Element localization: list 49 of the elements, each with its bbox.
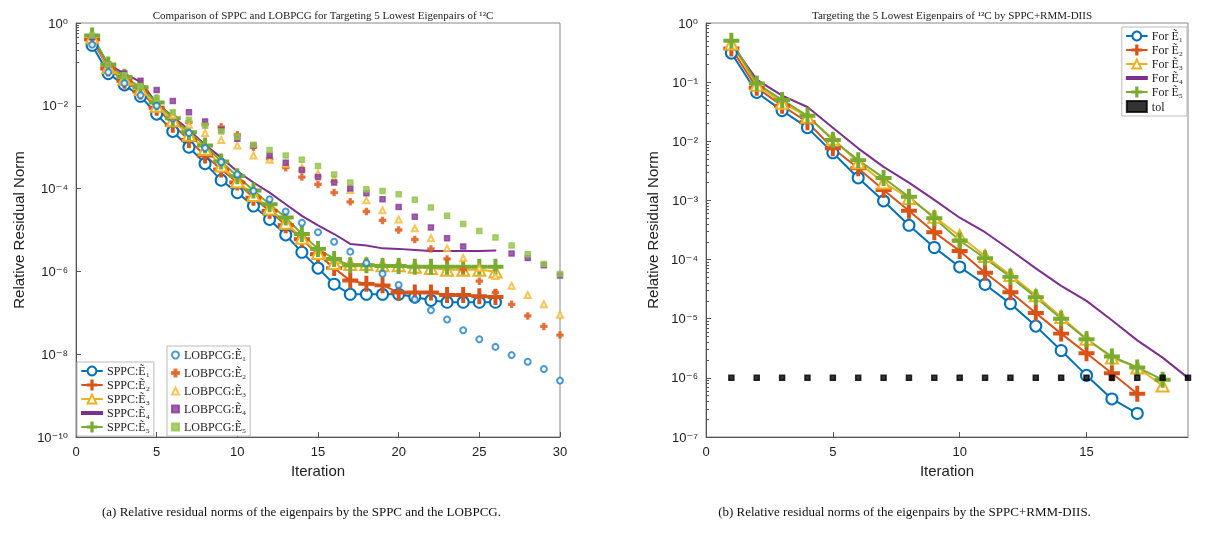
y-tick-label: 10⁻² <box>42 98 69 114</box>
y-axis-title: Relative Residual Norm <box>10 151 28 309</box>
x-tick-label: 0 <box>702 444 710 459</box>
legend-label: For Ẽ₁ <box>1151 29 1183 43</box>
x-tick-label: 10 <box>952 444 967 459</box>
x-tick-label: 25 <box>472 444 487 459</box>
y-tick-label: 10⁻¹⁰ <box>37 429 68 445</box>
x-tick-label: 15 <box>310 444 326 459</box>
legend-label: SPPC:Ẽ₃ <box>107 392 150 406</box>
chart-title: Targeting the 5 Lowest Eigenpairs of ¹²C by SPPC+RMM-DIIS <box>811 8 1093 21</box>
legend-label: LOBPCG:Ẽ₂ <box>184 366 247 380</box>
y-tick-label: 10⁻³ <box>672 192 699 208</box>
y-tick-label: 10⁻² <box>672 133 699 149</box>
y-axis-title: Relative Residual Norm <box>644 151 662 309</box>
legend-label: SPPC:Ẽ₁ <box>107 364 150 378</box>
legend-label: LOBPCG:Ẽ₁ <box>184 348 247 362</box>
legend-label: SPPC:Ẽ₂ <box>107 378 150 392</box>
x-tick-label: 5 <box>153 444 161 459</box>
legend-label: tol <box>1151 99 1166 114</box>
chart-title: Comparison of SPPC and LOBPCG for Targeting 5 Lowest Eigenpairs of ¹²C <box>152 8 494 21</box>
text: (a) Relative residual norms of the eigenpairs by the SPPC and the LOBPCG. <box>102 504 501 519</box>
x-axis-title: Iteration <box>290 462 346 479</box>
legend-label: SPPC:Ẽ₅ <box>107 420 150 434</box>
legend-label: For Ẽ₄ <box>1151 71 1183 85</box>
text: (b) Relative residual norms of the eigenpairs by the SPPC+RMM-DIIS. <box>718 504 1091 519</box>
legend-label: For Ẽ₃ <box>1151 57 1183 71</box>
x-tick-label: 5 <box>829 444 837 459</box>
legend-label: LOBPCG:Ẽ₄ <box>184 402 247 416</box>
x-tick-label: 10 <box>230 444 245 459</box>
x-tick-label: 0 <box>72 444 80 459</box>
y-tick-label: 10⁻⁶ <box>671 370 698 386</box>
legend-label: For Ẽ₅ <box>1151 85 1183 99</box>
y-tick-label: 10⁰ <box>678 15 698 31</box>
x-tick-label: 20 <box>391 444 406 459</box>
legend-label: SPPC:Ẽ₄ <box>107 406 150 420</box>
y-tick-label: 10⁻⁴ <box>671 252 698 268</box>
y-tick-label: 10⁻⁴ <box>41 181 68 197</box>
y-tick-label: 10⁰ <box>48 15 68 31</box>
legend-label: LOBPCG:Ẽ₅ <box>184 420 247 434</box>
x-tick-label: 30 <box>552 444 568 459</box>
legend-label: For Ẽ₂ <box>1151 43 1183 57</box>
y-tick-label: 10⁻⁵ <box>671 311 698 327</box>
y-tick-label: 10⁻⁷ <box>671 429 699 445</box>
x-tick-label: 15 <box>1079 444 1094 459</box>
x-axis-title: Iteration <box>919 462 975 479</box>
legend-label: LOBPCG:Ẽ₃ <box>184 384 247 398</box>
y-tick-label: 10⁻⁸ <box>41 346 68 362</box>
y-tick-label: 10⁻⁶ <box>41 263 68 279</box>
y-tick-label: 10⁻¹ <box>672 74 699 90</box>
